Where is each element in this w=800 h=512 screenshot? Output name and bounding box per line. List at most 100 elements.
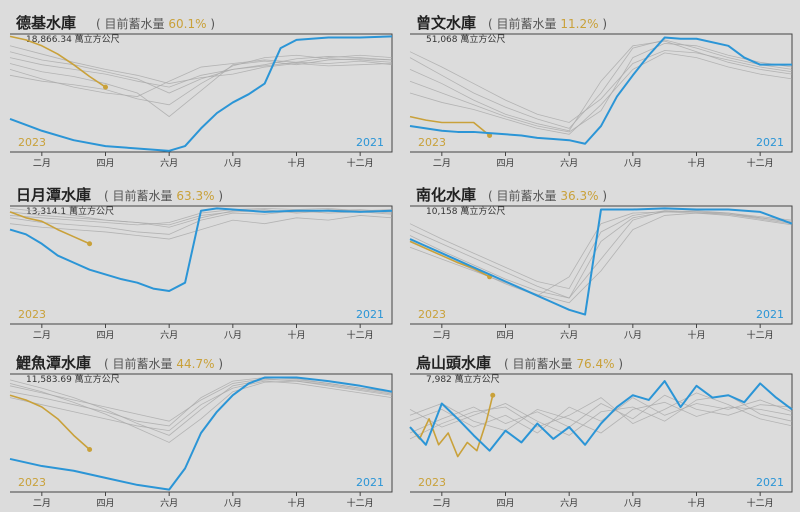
series-line-2021 — [409, 207, 793, 316]
x-tick-label: 六月 — [160, 157, 178, 169]
x-tick-label: 十二月 — [747, 329, 774, 341]
legend-2023: 2023 — [18, 136, 46, 149]
series-line-2023 — [9, 394, 91, 451]
x-tick-label: 二月 — [33, 158, 51, 169]
series-line-2021 — [9, 207, 393, 292]
series-line-2021 — [9, 35, 393, 152]
reservoir-title: 烏山頭水庫 — [416, 354, 492, 372]
capacity-label: 51,068 萬立方公尺 — [426, 35, 506, 45]
reservoir-chart: 二月 四月 六月 八月 十月 十二月 — [9, 373, 393, 509]
series-line-2021 — [9, 376, 393, 491]
reservoir-panel-0: 德基水庫 ( 目前蓄水量 60.1% ) 18,866.34 萬立方公尺 二月 四… — [4, 6, 398, 172]
x-tick-label: 六月 — [560, 497, 578, 509]
plot-frame — [10, 33, 393, 153]
legend-2021: 2021 — [356, 136, 384, 149]
x-tick-label: 十月 — [287, 157, 305, 169]
storage-percentage: 11.2% — [560, 17, 599, 31]
reservoir-title: 南化水庫 — [416, 186, 477, 204]
current-point — [490, 392, 496, 398]
history-line — [9, 379, 393, 436]
legend-2023: 2023 — [418, 308, 446, 321]
storage-label: ( 目前蓄水量 36.3% ) — [488, 189, 607, 203]
x-tick-label: 八月 — [224, 158, 242, 169]
x-tick-label: 二月 — [33, 330, 51, 341]
series-line-2023 — [409, 115, 491, 137]
storage-percentage: 44.7% — [176, 357, 215, 371]
history-line — [409, 40, 793, 132]
history-line — [409, 43, 793, 133]
x-tick-label: 十月 — [287, 497, 305, 509]
x-tick-label: 八月 — [624, 498, 642, 509]
history-line — [409, 210, 793, 290]
legend-2023: 2023 — [18, 308, 46, 321]
legend-2021: 2021 — [756, 136, 784, 149]
storage-label: ( 目前蓄水量 11.2% ) — [488, 17, 607, 31]
history-line — [409, 39, 793, 129]
reservoir-title: 鯉魚潭水庫 — [16, 354, 92, 372]
history-line — [9, 210, 393, 235]
series-line-2023 — [409, 240, 490, 278]
history-line — [9, 380, 393, 443]
history-line — [9, 45, 393, 84]
storage-percentage: 63.3% — [176, 189, 215, 203]
legend-2023: 2023 — [418, 476, 446, 489]
storage-percentage: 36.3% — [560, 189, 599, 203]
x-tick-label: 十月 — [687, 497, 705, 509]
reservoir-panel-2: 日月潭水庫 ( 目前蓄水量 63.3% ) 13,314.1 萬立方公尺 二月 四… — [4, 178, 398, 344]
capacity-label: 13,314.1 萬立方公尺 — [26, 207, 114, 217]
history-line — [9, 378, 393, 422]
storage-label: ( 目前蓄水量 60.1% ) — [96, 17, 215, 31]
series-line-2021 — [409, 36, 792, 145]
capacity-label: 18,866.34 萬立方公尺 — [26, 35, 120, 45]
legend-2021: 2021 — [356, 476, 384, 489]
series-line-2021 — [409, 380, 793, 452]
history-line — [9, 380, 393, 432]
plot-frame — [10, 205, 393, 325]
reservoir-chart: 二月 四月 六月 八月 十月 十二月 — [409, 205, 793, 341]
series-line-2023 — [9, 211, 90, 245]
current-point — [87, 447, 93, 453]
capacity-label: 11,583.69 萬立方公尺 — [26, 375, 120, 385]
x-tick-label: 四月 — [496, 158, 514, 169]
reservoir-panel-3: 南化水庫 ( 目前蓄水量 36.3% ) 10,158 萬立方公尺 二月 四月 六月… — [404, 178, 798, 344]
history-line — [409, 50, 793, 123]
plot-frame — [410, 373, 793, 493]
storage-label: ( 目前蓄水量 76.4% ) — [504, 357, 623, 371]
history-line — [9, 215, 393, 240]
legend-2021: 2021 — [756, 476, 784, 489]
history-line — [409, 394, 793, 434]
capacity-label: 10,158 萬立方公尺 — [426, 207, 506, 217]
x-tick-label: 四月 — [96, 158, 114, 169]
history-line — [9, 51, 393, 94]
current-point — [87, 241, 93, 247]
x-tick-label: 十二月 — [347, 329, 374, 341]
history-line — [9, 377, 393, 427]
storage-percentage: 76.4% — [576, 357, 615, 371]
x-tick-label: 四月 — [96, 498, 114, 509]
x-tick-label: 十月 — [687, 329, 705, 341]
current-point — [487, 132, 493, 138]
legend-2021: 2021 — [756, 308, 784, 321]
reservoir-chart: 二月 四月 六月 八月 十月 十二月 — [9, 205, 393, 341]
plot-frame — [410, 205, 793, 325]
reservoir-chart: 二月 四月 六月 八月 十月 十二月 — [409, 373, 793, 509]
legend-2021: 2021 — [356, 308, 384, 321]
history-line — [409, 212, 793, 304]
reservoir-chart: 二月 四月 六月 八月 十月 十二月 — [409, 33, 793, 169]
x-tick-label: 四月 — [496, 498, 514, 509]
reservoir-title: 曾文水庫 — [416, 14, 477, 32]
storage-percentage: 60.1% — [168, 17, 207, 31]
x-tick-label: 六月 — [160, 329, 178, 341]
history-line — [409, 397, 793, 434]
x-tick-label: 二月 — [433, 498, 451, 509]
history-line — [9, 54, 393, 97]
x-tick-label: 六月 — [560, 329, 578, 341]
storage-label: ( 目前蓄水量 63.3% ) — [104, 189, 223, 203]
history-line — [9, 209, 393, 226]
plot-frame — [410, 33, 793, 153]
x-tick-label: 八月 — [224, 330, 242, 341]
x-tick-label: 八月 — [224, 498, 242, 509]
x-tick-label: 十二月 — [747, 157, 774, 169]
current-point — [103, 84, 108, 90]
x-tick-label: 二月 — [33, 498, 51, 509]
